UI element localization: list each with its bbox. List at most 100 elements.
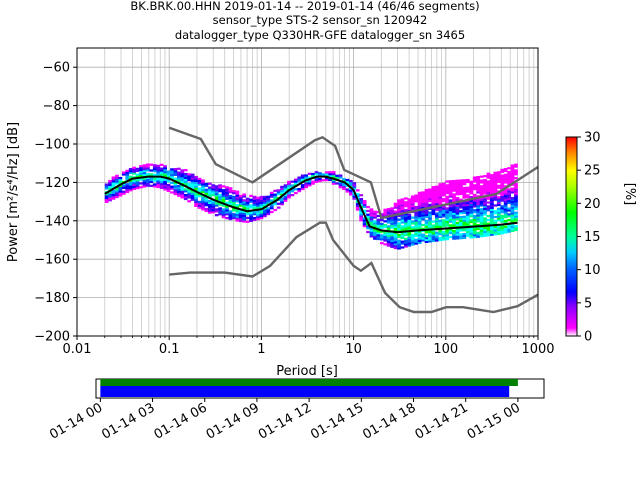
psd-cell: [465, 221, 470, 224]
psd-cell: [331, 172, 336, 176]
psd-cell: [452, 204, 456, 208]
psd-cell: [514, 217, 518, 220]
psd-cell: [218, 203, 223, 206]
psd-cell: [462, 186, 467, 190]
psd-cell: [514, 182, 518, 186]
psd-cell: [503, 215, 508, 219]
psd-cell: [486, 197, 491, 200]
psd-cell: [132, 183, 137, 187]
psd-cell: [132, 170, 137, 173]
psd-cell: [483, 192, 487, 195]
psd-cell: [249, 212, 253, 215]
psd-cell: [438, 190, 443, 194]
x-tick-label: 10: [345, 342, 362, 357]
psd-cell: [438, 187, 443, 190]
psd-cell: [221, 214, 226, 217]
x-tick-label: 1000: [521, 342, 554, 357]
psd-cell: [493, 196, 498, 199]
psd-cell: [503, 177, 508, 180]
psd-cell: [159, 182, 164, 186]
psd-cell: [445, 222, 450, 225]
psd-cell: [397, 218, 401, 221]
colorbar-tick-label: 15: [584, 230, 601, 245]
psd-cell: [115, 180, 119, 183]
psd-cell: [472, 186, 477, 189]
psd-cell: [166, 187, 171, 191]
psd-cell: [207, 205, 212, 208]
psd-cell: [362, 203, 367, 207]
psd-cell: [400, 234, 405, 238]
psd-cell: [180, 186, 185, 189]
psd-cell: [163, 180, 167, 183]
psd-cell: [496, 171, 501, 174]
psd-cell: [421, 193, 425, 196]
psd-cell: [293, 178, 298, 181]
psd-cell: [359, 197, 364, 201]
psd-cell: [410, 201, 415, 204]
psd-cell: [397, 235, 401, 239]
psd-cell: [407, 236, 412, 239]
psd-cell: [421, 199, 425, 202]
psd-cell: [414, 207, 419, 211]
psd-cell: [500, 193, 505, 196]
psd-cell: [421, 227, 425, 231]
psd-cell: [218, 213, 223, 216]
psd-cell: [465, 226, 470, 230]
psd-cell: [128, 175, 133, 178]
psd-cell: [390, 213, 395, 216]
psd-cell: [228, 189, 233, 192]
psd-cell: [379, 224, 384, 227]
psd-cell: [197, 206, 202, 209]
psd-cell: [479, 217, 484, 221]
psd-cell: [379, 234, 384, 237]
psd-cell: [183, 190, 188, 193]
psd-cell: [459, 219, 463, 222]
psd-cell: [366, 230, 370, 234]
psd-cell: [228, 187, 233, 190]
psd-cell: [183, 180, 188, 183]
psd-cell: [359, 201, 364, 205]
psd-cell: [455, 187, 460, 190]
psd-cell: [397, 228, 401, 231]
low-noise-model-line: [169, 221, 539, 314]
psd-cell: [225, 209, 229, 212]
psd-cell: [503, 196, 508, 199]
psd-cell: [201, 190, 205, 194]
psd-cell: [152, 179, 157, 182]
timeline-tick-label: 01-14 03: [99, 400, 157, 442]
psd-cell: [307, 182, 312, 185]
psd-cell: [125, 169, 130, 172]
psd-cell: [373, 231, 377, 235]
psd-cell: [390, 234, 395, 237]
psd-cell: [376, 232, 381, 235]
psd-cell: [507, 201, 511, 204]
psd-cell: [386, 207, 391, 211]
psd-cell: [207, 192, 212, 195]
psd-cell: [490, 202, 494, 206]
psd-cell: [496, 178, 501, 182]
psd-cell: [111, 197, 116, 200]
psd-cell: [149, 173, 154, 176]
psd-cell: [441, 188, 446, 191]
psd-cell: [472, 178, 477, 181]
psd-cell: [483, 232, 487, 235]
psd-cell: [496, 184, 501, 187]
psd-cell: [431, 197, 436, 200]
psd-cell: [225, 205, 229, 208]
psd-cell: [404, 205, 408, 208]
psd-cell: [135, 169, 140, 172]
psd-cell: [190, 194, 195, 197]
psd-cell: [311, 174, 315, 178]
psd-cell: [400, 229, 405, 232]
psd-cell: [245, 216, 250, 220]
psd-cell: [459, 190, 463, 194]
psd-cell: [493, 210, 498, 213]
psd-cell: [441, 184, 446, 187]
psd-cell: [314, 171, 319, 174]
psd-cell: [407, 223, 412, 226]
psd-cell: [135, 179, 140, 182]
psd-cell: [514, 228, 518, 232]
psd-cell: [500, 180, 505, 183]
psd-cell: [417, 241, 422, 244]
